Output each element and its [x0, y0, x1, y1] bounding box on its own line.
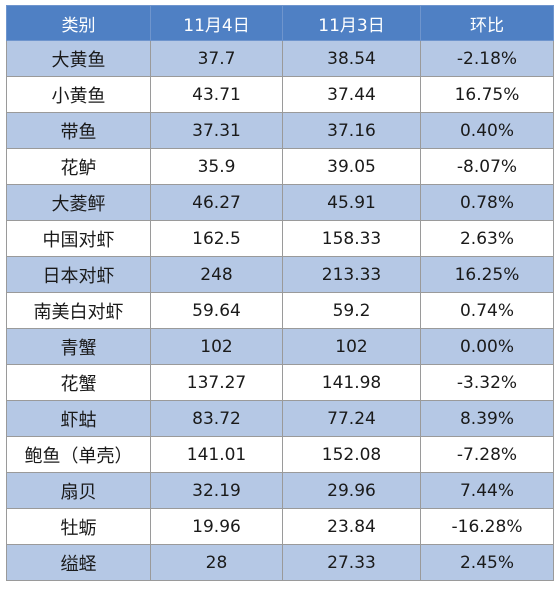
change-cell: -8.07%	[420, 148, 554, 185]
header-category: 类别	[6, 5, 151, 41]
nov-3-price-cell: 38.54	[282, 40, 421, 77]
nov-3-price-cell: 27.33	[282, 544, 421, 581]
change-cell: 2.45%	[420, 544, 554, 581]
category-cell: 大菱鲆	[6, 184, 151, 221]
category-cell: 扇贝	[6, 472, 151, 509]
category-cell: 青蟹	[6, 328, 151, 365]
category-cell: 日本对虾	[6, 256, 151, 293]
change-cell: 0.00%	[420, 328, 554, 365]
category-cell: 大黄鱼	[6, 40, 151, 77]
table-row: 大菱鲆 46.27 45.91 0.78%	[6, 184, 554, 221]
change-cell: 2.63%	[420, 220, 554, 257]
table-row: 南美白对虾 59.64 59.2 0.74%	[6, 292, 554, 329]
change-cell: -2.18%	[420, 40, 554, 77]
category-cell: 带鱼	[6, 112, 151, 149]
nov-3-price-cell: 102	[282, 328, 421, 365]
change-cell: 7.44%	[420, 472, 554, 509]
nov-4-price-cell: 28	[150, 544, 283, 581]
table-row: 鲍鱼（单壳） 141.01 152.08 -7.28%	[6, 436, 554, 473]
table-row: 小黄鱼 43.71 37.44 16.75%	[6, 76, 554, 113]
nov-4-price-cell: 37.7	[150, 40, 283, 77]
nov-3-price-cell: 39.05	[282, 148, 421, 185]
category-cell: 南美白对虾	[6, 292, 151, 329]
nov-4-price-cell: 248	[150, 256, 283, 293]
table-row: 大黄鱼 37.7 38.54 -2.18%	[6, 40, 554, 77]
table-row: 牡蛎 19.96 23.84 -16.28%	[6, 508, 554, 545]
nov-3-price-cell: 152.08	[282, 436, 421, 473]
header-nov-4: 11月4日	[150, 5, 283, 41]
price-comparison-table: 类别 11月4日 11月3日 环比 大黄鱼 37.7 38.54 -2.18% 小黄鱼 4…	[6, 5, 554, 581]
category-cell: 鲍鱼（单壳）	[6, 436, 151, 473]
category-cell: 缢蛏	[6, 544, 151, 581]
change-cell: -16.28%	[420, 508, 554, 545]
nov-3-price-cell: 77.24	[282, 400, 421, 437]
nov-4-price-cell: 137.27	[150, 364, 283, 401]
nov-3-price-cell: 59.2	[282, 292, 421, 329]
change-cell: -7.28%	[420, 436, 554, 473]
nov-4-price-cell: 19.96	[150, 508, 283, 545]
table-row: 日本对虾 248 213.33 16.25%	[6, 256, 554, 293]
nov-3-price-cell: 213.33	[282, 256, 421, 293]
nov-4-price-cell: 102	[150, 328, 283, 365]
category-cell: 花蟹	[6, 364, 151, 401]
category-cell: 中国对虾	[6, 220, 151, 257]
table-row: 虾蛄 83.72 77.24 8.39%	[6, 400, 554, 437]
nov-3-price-cell: 37.44	[282, 76, 421, 113]
category-cell: 小黄鱼	[6, 76, 151, 113]
table-row: 带鱼 37.31 37.16 0.40%	[6, 112, 554, 149]
table-body: 大黄鱼 37.7 38.54 -2.18% 小黄鱼 43.71 37.44 16.75% 带鱼 3…	[6, 40, 554, 581]
table-row: 缢蛏 28 27.33 2.45%	[6, 544, 554, 581]
change-cell: 0.78%	[420, 184, 554, 221]
header-row: 类别 11月4日 11月3日 环比	[6, 5, 554, 41]
nov-3-price-cell: 158.33	[282, 220, 421, 257]
nov-3-price-cell: 45.91	[282, 184, 421, 221]
nov-4-price-cell: 83.72	[150, 400, 283, 437]
nov-4-price-cell: 46.27	[150, 184, 283, 221]
change-cell: 0.40%	[420, 112, 554, 149]
nov-4-price-cell: 35.9	[150, 148, 283, 185]
change-cell: 16.75%	[420, 76, 554, 113]
nov-4-price-cell: 59.64	[150, 292, 283, 329]
nov-4-price-cell: 37.31	[150, 112, 283, 149]
nov-3-price-cell: 29.96	[282, 472, 421, 509]
category-cell: 牡蛎	[6, 508, 151, 545]
change-cell: 0.74%	[420, 292, 554, 329]
header-change: 环比	[420, 5, 554, 41]
nov-3-price-cell: 37.16	[282, 112, 421, 149]
table-row: 扇贝 32.19 29.96 7.44%	[6, 472, 554, 509]
nov-4-price-cell: 32.19	[150, 472, 283, 509]
nov-3-price-cell: 23.84	[282, 508, 421, 545]
header-nov-3: 11月3日	[282, 5, 421, 41]
change-cell: 16.25%	[420, 256, 554, 293]
category-cell: 花鲈	[6, 148, 151, 185]
change-cell: -3.32%	[420, 364, 554, 401]
table-row: 花蟹 137.27 141.98 -3.32%	[6, 364, 554, 401]
nov-4-price-cell: 43.71	[150, 76, 283, 113]
category-cell: 虾蛄	[6, 400, 151, 437]
nov-4-price-cell: 162.5	[150, 220, 283, 257]
nov-4-price-cell: 141.01	[150, 436, 283, 473]
table-row: 青蟹 102 102 0.00%	[6, 328, 554, 365]
table-row: 花鲈 35.9 39.05 -8.07%	[6, 148, 554, 185]
nov-3-price-cell: 141.98	[282, 364, 421, 401]
table-row: 中国对虾 162.5 158.33 2.63%	[6, 220, 554, 257]
change-cell: 8.39%	[420, 400, 554, 437]
